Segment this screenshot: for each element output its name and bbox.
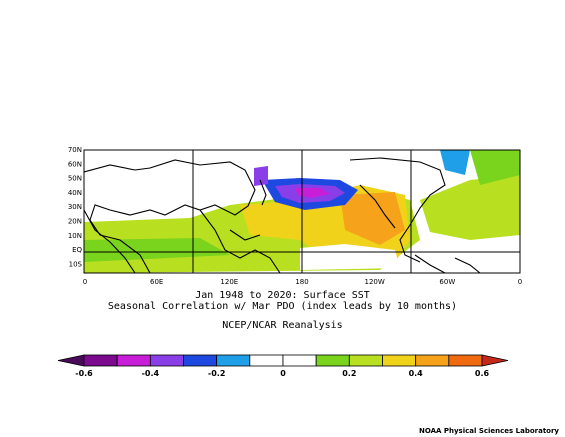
colorbar-high-arrow (481, 354, 509, 367)
colorbar-swatch (415, 354, 450, 367)
caption-subtitle: Seasonal Correlation w/ Mar PDO (index l… (107, 301, 458, 312)
colorbar-low-arrow (57, 354, 85, 367)
colorbar-tick-labels: -0.6 -0.4 -0.2 0 0.2 0.4 0.6 (75, 369, 489, 378)
colorbar-swatch (382, 354, 417, 367)
colorbar (57, 354, 509, 367)
footer-credit: NOAA Physical Sciences Laboratory (418, 427, 559, 435)
lon-label: 0 (83, 278, 87, 286)
lat-label: 30N (68, 203, 82, 211)
longitude-labels: 0 60E 120E 180 120W 60W 0 (83, 278, 522, 286)
lat-label: 40N (68, 189, 82, 197)
lat-label: 10S (69, 260, 83, 268)
colorbar-tick-label: -0.4 (142, 369, 160, 378)
colorbar-tick-label: 0.4 (409, 369, 424, 378)
lon-label: 0 (518, 278, 522, 286)
colorbar-swatch (216, 354, 251, 367)
lon-label: 180 (295, 278, 308, 286)
lat-label: 10N (68, 232, 82, 240)
colorbar-swatch (348, 354, 383, 367)
colorbar-swatch (83, 354, 118, 367)
lat-label: EQ (72, 246, 82, 254)
lon-label: 60W (439, 278, 455, 286)
colorbar-swatch (116, 354, 151, 367)
lat-label: 60N (68, 160, 82, 168)
lon-label: 120E (220, 278, 238, 286)
coastline-outlines (84, 157, 481, 273)
colorbar-swatch (149, 354, 184, 367)
colorbar-tick-label: 0.6 (475, 369, 490, 378)
colorbar-swatch (315, 354, 350, 367)
lat-label: 20N (68, 218, 82, 226)
colorbar-tick-label: 0.2 (342, 369, 356, 378)
latitude-labels: 70N 60N 50N 40N 30N 20N 10N EQ 10S (68, 146, 83, 268)
lon-label: 60E (150, 278, 163, 286)
map-frame (83, 149, 521, 274)
colorbar-swatch (282, 354, 317, 367)
colorbar-swatch (249, 354, 284, 367)
colorbar-swatch (183, 354, 218, 367)
caption-source: NCEP/NCAR Reanalysis (222, 320, 343, 331)
caption-title: Jan 1948 to 2020: Surface SST (195, 290, 370, 301)
lat-label: 50N (68, 175, 82, 183)
colorbar-tick-label: -0.6 (75, 369, 93, 378)
lon-label: 120W (365, 278, 385, 286)
colorbar-tick-label: 0 (280, 369, 286, 378)
colorbar-tick-label: -0.2 (208, 369, 226, 378)
lat-label: 70N (68, 146, 82, 154)
colorbar-swatch (448, 354, 483, 367)
